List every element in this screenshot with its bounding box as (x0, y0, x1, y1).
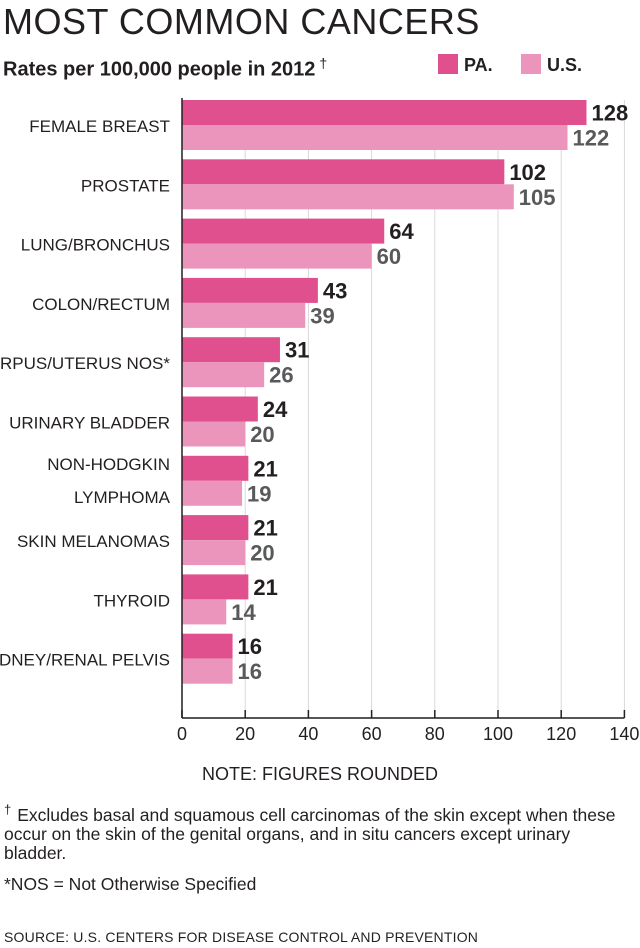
x-tick-label-60: 60 (362, 724, 382, 744)
bar-pa-6 (182, 455, 249, 481)
value-label-pa-4: 31 (285, 338, 309, 363)
legend-swatch-pa (438, 54, 458, 74)
x-tick-label-0: 0 (177, 724, 187, 744)
x-tick-label-120: 120 (546, 724, 576, 744)
bar-pa-4 (182, 337, 280, 363)
value-label-pa-6: 21 (253, 456, 277, 481)
bar-pa-2 (182, 218, 385, 244)
category-label-6-line-0: NON-HODGKIN (47, 455, 170, 474)
chart-title: MOST COMMON CANCERS (3, 1, 480, 42)
category-label-5: URINARY BLADDER (9, 414, 170, 433)
bar-us-8 (182, 599, 227, 625)
value-label-pa-7: 21 (253, 516, 277, 541)
bar-pa-0 (182, 100, 587, 125)
category-label-1: PROSTATE (81, 176, 170, 195)
value-label-us-5: 20 (250, 422, 274, 447)
category-label-3: COLON/RECTUM (32, 295, 170, 314)
nos-note: *NOS = Not Otherwise Specified (4, 874, 257, 894)
legend-swatch-us (521, 54, 541, 74)
value-label-us-3: 39 (310, 303, 334, 328)
footnote: † Excludes basal and squamous cell carcin… (4, 800, 634, 863)
source-line: SOURCE: U.S. CENTERS FOR DISEASE CONTROL… (4, 929, 479, 945)
value-label-pa-2: 64 (389, 219, 414, 244)
bar-us-2 (182, 243, 372, 269)
bar-us-5 (182, 421, 246, 447)
bar-us-0 (182, 125, 568, 150)
value-label-us-8: 14 (231, 600, 256, 625)
subtitle-text: Rates per 100,000 people in 2012 (3, 58, 316, 81)
category-label-9: KIDNEY/RENAL PELVIS (0, 651, 170, 670)
legend-label-us: U.S. (547, 55, 583, 75)
value-label-us-7: 20 (250, 541, 274, 566)
value-label-us-2: 60 (377, 244, 401, 269)
bar-us-7 (182, 540, 246, 566)
bar-us-3 (182, 302, 306, 328)
value-label-us-9: 16 (238, 659, 262, 684)
x-tick-label-80: 80 (425, 724, 445, 744)
value-label-us-4: 26 (269, 363, 293, 388)
category-label-2: LUNG/BRONCHUS (21, 236, 170, 255)
value-label-pa-8: 21 (253, 575, 277, 600)
value-label-us-1: 105 (519, 185, 556, 210)
value-label-pa-0: 128 (591, 101, 628, 126)
x-tick-label-40: 40 (298, 724, 318, 744)
value-label-pa-5: 24 (263, 397, 288, 422)
bar-pa-3 (182, 277, 318, 303)
category-label-7: SKIN MELANOMAS (17, 532, 170, 551)
bar-us-6 (182, 480, 243, 506)
chart-subtitle: Rates per 100,000 people in 2012 † (3, 50, 327, 83)
legend-item-pa: PA. (438, 54, 493, 76)
value-label-us-6: 19 (247, 481, 271, 506)
x-tick-label-20: 20 (235, 724, 255, 744)
bar-us-4 (182, 362, 265, 388)
category-label-0: FEMALE BREAST (29, 117, 170, 136)
subtitle-dagger: † (319, 55, 328, 71)
x-tick-label-100: 100 (483, 724, 513, 744)
bar-pa-5 (182, 396, 258, 422)
bar-us-9 (182, 658, 233, 684)
category-label-8: THYROID (94, 591, 171, 610)
footnote-dagger: † (4, 802, 12, 817)
x-tick-label-140: 140 (609, 724, 639, 744)
bar-pa-7 (182, 515, 249, 541)
footnote-text: Excludes basal and squamous cell carcino… (4, 804, 616, 863)
value-label-pa-9: 16 (238, 634, 262, 659)
legend-item-us: U.S. (521, 54, 582, 76)
legend-label-pa: PA. (464, 55, 493, 75)
category-label-4: CORPUS/UTERUS NOS* (0, 354, 170, 373)
value-label-pa-3: 43 (323, 278, 347, 303)
category-label-6-line-1: LYMPHOMA (74, 488, 171, 507)
bar-pa-8 (182, 574, 249, 600)
bar-pa-1 (182, 159, 505, 185)
bar-pa-9 (182, 633, 233, 659)
bar-us-1 (182, 184, 514, 210)
value-label-us-0: 122 (573, 126, 610, 151)
value-label-pa-1: 102 (509, 160, 546, 185)
note-rounded: NOTE: FIGURES ROUNDED (201, 764, 438, 784)
